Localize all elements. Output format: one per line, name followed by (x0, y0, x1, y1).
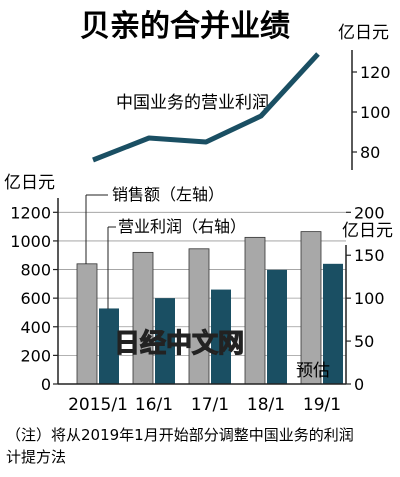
footnote-line2: 计提方法 (6, 448, 66, 466)
china-profit-line (92, 52, 320, 163)
chart-title: 贝亲的合并业绩 (80, 9, 290, 44)
footnote-line1: （注）将从2019年1月开始部分调整中国业务的利润 (6, 426, 354, 444)
x-tick-label: 19/1 (303, 395, 341, 415)
left-tick-label: 400 (20, 318, 51, 337)
line-y-unit: 亿日元 (338, 23, 389, 43)
bar-profit (99, 308, 119, 384)
right-tick-label: 50 (354, 332, 374, 351)
bar-chart: 亿日元 亿日元 0 200 400 600 800 1000 1200 0 50 100 150 2… (4, 173, 393, 415)
left-tick-label: 0 (41, 375, 51, 394)
line-series-label: 中国业务的营业利润 (116, 93, 269, 113)
right-tick-label: 100 (354, 289, 385, 308)
line-tick-label: 120 (360, 63, 391, 82)
estimate-annotation: 预估 (296, 361, 330, 381)
left-tick-label: 800 (20, 261, 51, 280)
x-tick-label: 2015/1 (68, 395, 128, 415)
bar-profit (323, 263, 343, 384)
right-tick-label: 0 (354, 375, 364, 394)
line-chart: 亿日元 80 100 120 中国业务的营业利润 (92, 23, 391, 170)
bar-profit (155, 298, 175, 384)
left-tick-label: 1200 (10, 203, 51, 222)
watermark: 日经中文网 (114, 328, 244, 359)
bars (76, 231, 343, 385)
bar-sales (188, 248, 210, 385)
line-y-ticks: 80 100 120 (352, 63, 391, 162)
bar-sales (244, 236, 266, 385)
right-tick-label: 150 (354, 246, 385, 265)
bar-sales (132, 251, 154, 385)
bar-sales (76, 263, 98, 385)
line-tick-label: 100 (360, 103, 391, 122)
left-axis-unit: 亿日元 (4, 173, 55, 193)
right-axis-unit: 亿日元 (342, 221, 393, 241)
x-tick-labels: 2015/1 16/1 17/1 18/1 19/1 (68, 395, 341, 415)
x-tick-label: 17/1 (191, 395, 229, 415)
legend-profit: 营业利润（右轴） (118, 217, 246, 236)
right-y-ticks: 0 50 100 150 200 (346, 203, 385, 394)
left-tick-label: 200 (20, 346, 51, 365)
bar-profit (211, 289, 231, 384)
left-y-ticks: 0 200 400 600 800 1000 1200 (10, 203, 58, 394)
line-tick-label: 80 (360, 143, 380, 162)
bar-profit (267, 269, 287, 384)
x-tick-label: 16/1 (135, 395, 173, 415)
left-tick-label: 1000 (10, 232, 51, 251)
left-tick-label: 600 (20, 289, 51, 308)
x-tick-label: 18/1 (247, 395, 285, 415)
legend-sales: 销售额（左轴） (112, 185, 224, 204)
right-tick-label: 200 (354, 203, 385, 222)
